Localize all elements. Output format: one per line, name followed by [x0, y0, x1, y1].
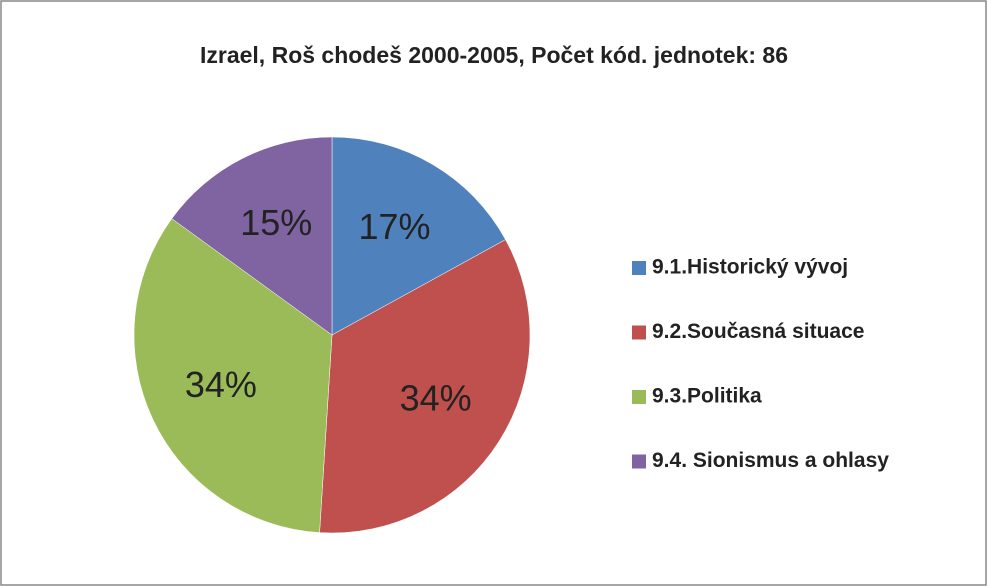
- chart-title: Izrael, Roš chodeš 2000-2005, Počet kód.…: [200, 42, 788, 68]
- legend-swatch: [632, 454, 646, 469]
- pie-slice: [331, 136, 506, 336]
- data-label: 15%: [240, 202, 312, 243]
- legend-label: 9.2.Současná situace: [652, 320, 864, 343]
- legend-label: 9.3.Politika: [652, 385, 762, 408]
- legend-swatch: [632, 261, 646, 275]
- pie-slice: [133, 218, 333, 533]
- pie-slice: [171, 136, 333, 336]
- legend-label: 9.1.Historický vývoj: [652, 256, 848, 279]
- data-label: 34%: [185, 364, 257, 405]
- legend-swatch: [632, 325, 646, 340]
- data-label: 34%: [400, 377, 472, 418]
- legend-swatch: [632, 390, 646, 404]
- legend-label: 9.4. Sionismus a ohlasy: [652, 449, 889, 472]
- pie-slice: [319, 239, 531, 534]
- data-label: 17%: [358, 206, 430, 247]
